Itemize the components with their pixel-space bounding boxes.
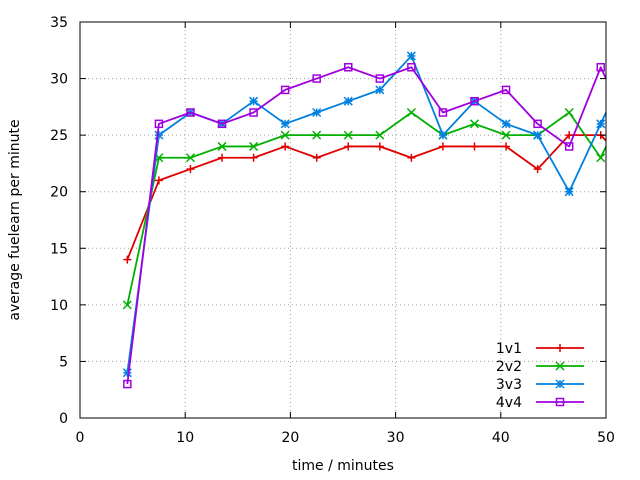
data-point: [312, 130, 322, 140]
legend-item: 3v3: [496, 377, 584, 393]
x-tick-label: 20: [281, 430, 299, 446]
data-point: [375, 74, 385, 83]
data-point: [375, 130, 385, 140]
y-tick-label: 0: [59, 411, 68, 427]
y-tick-label: 25: [50, 128, 68, 144]
legend-label: 2v2: [496, 359, 522, 375]
data-point: [596, 63, 605, 72]
series-3v3: [122, 51, 607, 378]
data-point: [406, 107, 416, 118]
data-point: [407, 153, 416, 162]
data-point: [344, 142, 353, 151]
legend-label: 1v1: [496, 341, 522, 357]
data-point: [596, 119, 606, 129]
data-point: [533, 130, 543, 140]
data-point: [217, 141, 227, 151]
data-point: [470, 96, 479, 106]
data-point: [438, 142, 447, 151]
x-tick-label: 30: [387, 430, 405, 446]
series-line: [126, 66, 607, 385]
x-axis-label: time / minutes: [292, 458, 394, 474]
data-point: [280, 85, 290, 95]
grid: [80, 22, 606, 418]
legend-item: 1v1: [496, 341, 584, 357]
data-point: [123, 255, 132, 264]
series-4v4: [123, 63, 607, 389]
data-point: [280, 119, 290, 129]
legend-label: 4v4: [496, 395, 522, 411]
data-point: [312, 153, 321, 162]
ticks: 0 10 20 30 40 50 0 5 10 15 20 25 30 35: [50, 15, 615, 446]
y-tick-label: 20: [50, 185, 68, 201]
data-point: [249, 141, 259, 151]
series-1v1: [123, 131, 607, 264]
plot-frame: [79, 21, 607, 419]
data-point: [281, 142, 290, 151]
legend-marker: [555, 397, 565, 407]
data-point: [564, 107, 574, 118]
legend-item: 2v2: [496, 359, 584, 375]
legend: 1v1 2v2 3v3 4v4: [496, 341, 584, 411]
legend-marker: [556, 344, 564, 352]
data-point: [501, 119, 511, 129]
data-point: [407, 63, 416, 72]
data-point: [217, 119, 227, 129]
data-point: [122, 300, 132, 310]
data-point: [185, 153, 195, 163]
data-point: [344, 63, 353, 72]
data-point: [186, 108, 195, 117]
data-point: [438, 108, 448, 117]
data-point: [154, 119, 164, 129]
data-point: [249, 153, 258, 162]
data-point: [280, 130, 290, 140]
legend-marker: [555, 379, 565, 389]
data-point: [123, 379, 132, 389]
data-point: [249, 108, 258, 117]
data-point: [406, 51, 416, 61]
data-point: [470, 142, 479, 151]
y-tick-label: 30: [50, 72, 68, 88]
x-tick-label: 40: [492, 430, 510, 446]
y-tick-label: 15: [50, 241, 68, 257]
data-point: [186, 165, 195, 174]
data-point: [438, 130, 448, 140]
data-point: [501, 130, 511, 140]
y-tick-label: 5: [59, 354, 68, 370]
legend-marker: [555, 361, 565, 371]
data-point: [375, 142, 384, 151]
data-point: [312, 107, 322, 118]
x-tick-label: 50: [597, 430, 615, 446]
y-tick-label: 35: [50, 15, 68, 31]
y-tick-label: 10: [50, 298, 68, 314]
data-point: [375, 85, 385, 95]
data-point: [533, 119, 542, 129]
data-point: [564, 142, 574, 151]
y-axis-label: average fuelearn per minute: [7, 119, 23, 320]
data-point: [596, 153, 606, 163]
data-point: [218, 153, 227, 162]
x-tick-label: 0: [76, 430, 85, 446]
data-point: [154, 130, 164, 140]
series-layer: [122, 51, 607, 389]
data-point: [312, 74, 321, 83]
data-point: [469, 119, 480, 129]
data-point: [565, 131, 574, 140]
data-point: [502, 142, 511, 151]
data-point: [343, 130, 353, 140]
data-point: [154, 176, 163, 185]
x-tick-label: 10: [176, 430, 194, 446]
data-point: [343, 96, 353, 106]
data-point: [533, 165, 542, 174]
legend-label: 3v3: [496, 377, 522, 393]
data-point: [249, 96, 259, 106]
data-point: [501, 85, 511, 95]
series-line: [126, 55, 607, 373]
data-point: [122, 368, 132, 378]
legend-item: 4v4: [496, 395, 584, 411]
data-point: [564, 187, 574, 197]
series-line: [126, 111, 607, 306]
